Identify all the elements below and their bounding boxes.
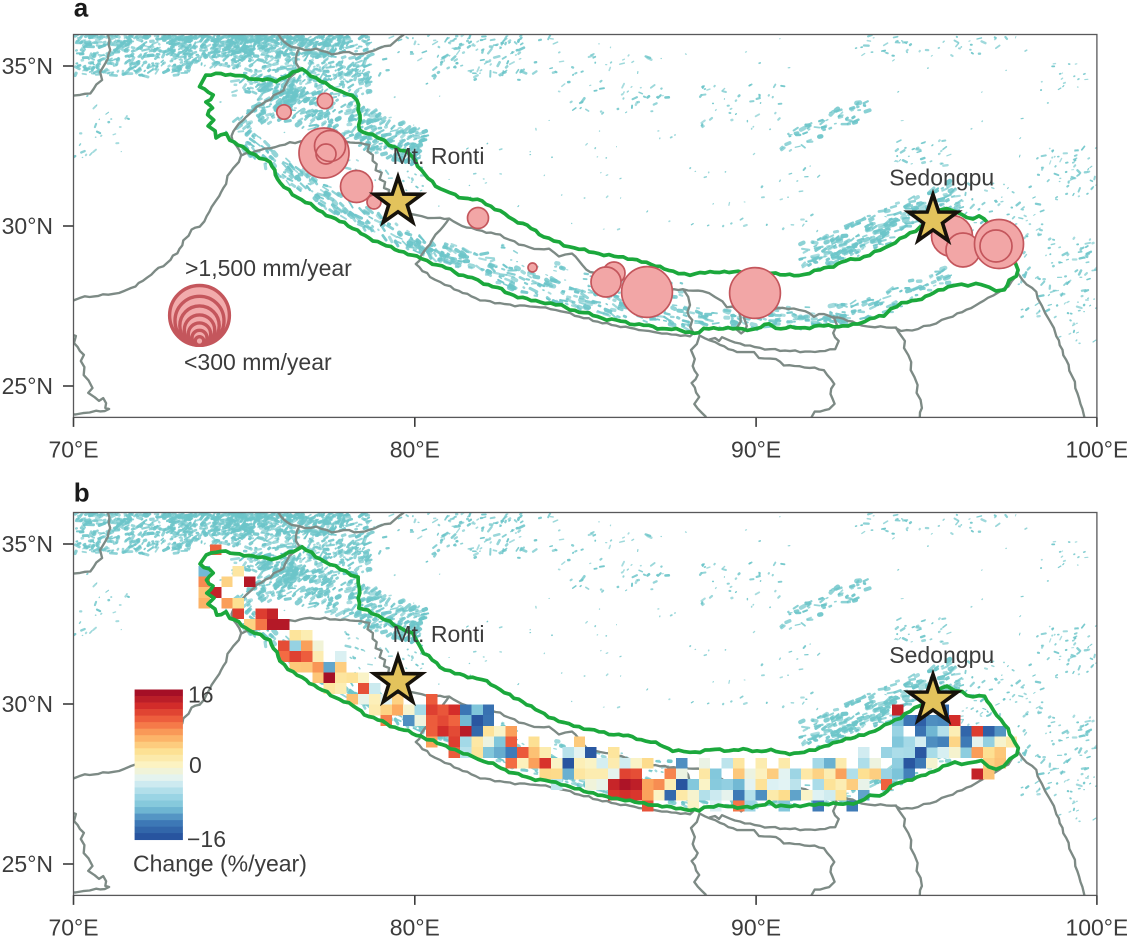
svg-text:35°N: 35°N	[2, 53, 53, 79]
svg-text:Mt. Ronti: Mt. Ronti	[393, 621, 485, 647]
svg-text:16: 16	[188, 682, 214, 708]
svg-text:−16: −16	[187, 826, 226, 852]
svg-text:Sedongpu: Sedongpu	[889, 165, 994, 191]
svg-text:30°N: 30°N	[2, 213, 53, 239]
svg-text:80°E: 80°E	[390, 915, 440, 937]
svg-text:100°E: 100°E	[1065, 437, 1127, 463]
svg-text:90°E: 90°E	[731, 437, 781, 463]
svg-text:35°N: 35°N	[2, 531, 53, 557]
svg-text:b: b	[74, 478, 90, 508]
svg-text:a: a	[74, 0, 89, 23]
svg-text:Mt. Ronti: Mt. Ronti	[393, 143, 485, 169]
svg-text:90°E: 90°E	[731, 915, 781, 937]
svg-text:Sedongpu: Sedongpu	[889, 642, 994, 668]
svg-text:70°E: 70°E	[48, 437, 98, 463]
svg-text:100°E: 100°E	[1065, 915, 1127, 937]
svg-text:30°N: 30°N	[2, 691, 53, 717]
svg-text:Change (%/year): Change (%/year)	[133, 851, 307, 877]
svg-text:80°E: 80°E	[390, 437, 440, 463]
svg-text:0: 0	[189, 752, 202, 778]
svg-text:25°N: 25°N	[2, 851, 53, 877]
svg-text:25°N: 25°N	[2, 373, 53, 399]
svg-text:<300 mm/year: <300 mm/year	[184, 349, 332, 375]
svg-text:70°E: 70°E	[48, 915, 98, 937]
svg-text:>1,500 mm/year: >1,500 mm/year	[185, 255, 352, 281]
